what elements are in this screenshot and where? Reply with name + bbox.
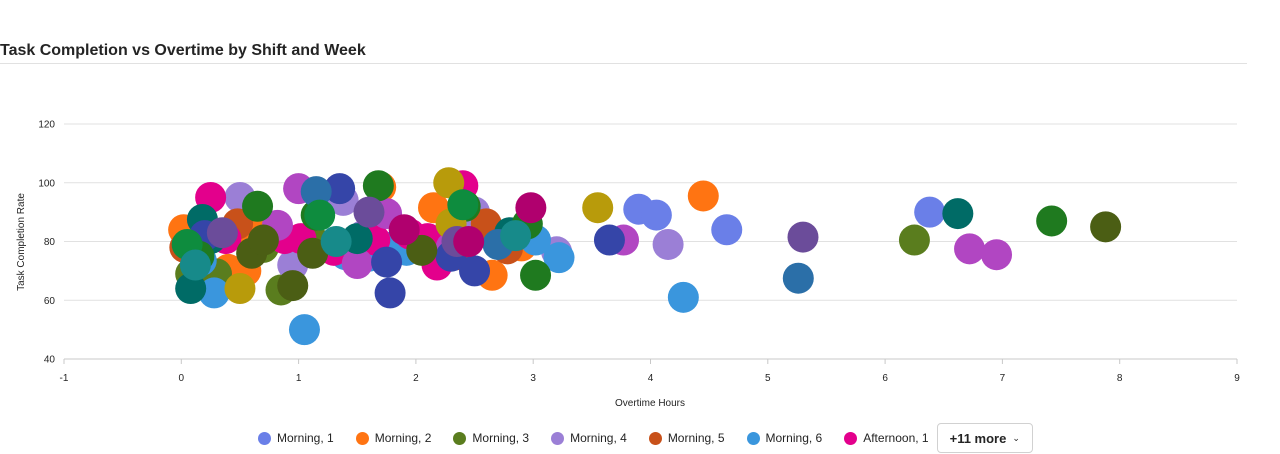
legend-more-label: +11 more [949, 430, 1007, 446]
x-axis-title: Overtime Hours [615, 398, 685, 409]
x-tick-label: 5 [765, 373, 771, 384]
y-tick-label: 80 [44, 237, 56, 248]
data-point[interactable] [640, 199, 672, 231]
data-point[interactable] [198, 277, 230, 309]
data-point[interactable] [711, 214, 743, 246]
y-tick-label: 100 [38, 178, 55, 189]
data-point[interactable] [1036, 205, 1068, 237]
x-tick-label: 3 [530, 373, 536, 384]
y-tick-label: 120 [38, 120, 55, 131]
data-point[interactable] [1090, 211, 1122, 243]
data-point[interactable] [324, 173, 356, 205]
data-point[interactable] [447, 189, 479, 221]
data-point[interactable] [459, 255, 491, 287]
x-tick-label: 4 [648, 373, 654, 384]
legend-item[interactable]: Afternoon, 1 [844, 431, 929, 445]
data-point[interactable] [543, 242, 575, 274]
legend-label: Afternoon, 1 [863, 431, 929, 445]
data-point[interactable] [247, 224, 279, 256]
data-point[interactable] [667, 281, 699, 313]
data-point[interactable] [175, 273, 207, 304]
x-axis-ticks: -1 0 1 2 3 4 5 6 7 8 9 [60, 359, 1240, 384]
legend-item[interactable]: Morning, 1 [258, 431, 334, 445]
legend-label: Morning, 4 [570, 431, 627, 445]
data-point[interactable] [320, 226, 352, 257]
legend-swatch [551, 431, 565, 445]
data-point[interactable] [297, 237, 329, 269]
legend-swatch [844, 431, 858, 445]
data-point[interactable] [277, 270, 309, 302]
data-point[interactable] [914, 196, 946, 228]
y-tick-label: 60 [44, 296, 56, 307]
data-point[interactable] [179, 249, 211, 281]
legend-item[interactable]: Morning, 4 [551, 431, 627, 445]
legend-item[interactable]: Morning, 6 [746, 431, 823, 445]
data-point[interactable] [453, 226, 485, 257]
chevron-down-icon: ⌄ [1012, 432, 1020, 443]
legend-more-button[interactable]: +11 more ⌄ [936, 423, 1033, 453]
data-point[interactable] [224, 273, 256, 304]
x-tick-label: 9 [1234, 373, 1240, 384]
x-tick-label: -1 [60, 373, 69, 384]
y-axis-ticks: 40 60 80 100 120 [38, 120, 55, 366]
data-point[interactable] [515, 192, 547, 224]
x-tick-label: 7 [1000, 373, 1006, 384]
legend: Morning, 1 Morning, 2 Morning, 3 Morning, 4… [258, 423, 1033, 453]
legend-label: Morning, 6 [765, 431, 823, 445]
data-point[interactable] [406, 234, 438, 266]
legend-swatch [355, 431, 369, 445]
legend-swatch [648, 431, 662, 445]
data-point[interactable] [593, 224, 625, 256]
data-point[interactable] [374, 277, 406, 309]
data-point[interactable] [652, 228, 684, 260]
data-points [168, 167, 1122, 346]
legend-swatch [746, 431, 760, 445]
legend-swatch [453, 431, 467, 445]
legend-label: Morning, 3 [472, 431, 530, 445]
legend-items: Morning, 1 Morning, 2 Morning, 3 Morning, 4… [258, 431, 951, 445]
data-point[interactable] [341, 248, 373, 280]
y-axis-title: Task Completion Rate [16, 193, 27, 291]
data-point[interactable] [353, 196, 385, 228]
legend-item[interactable]: Morning, 2 [355, 431, 432, 445]
data-point[interactable] [942, 198, 974, 230]
data-point[interactable] [954, 233, 986, 265]
data-point[interactable] [388, 214, 420, 246]
data-point[interactable] [981, 239, 1013, 271]
data-point[interactable] [300, 176, 332, 208]
data-point[interactable] [782, 262, 814, 294]
data-point[interactable] [371, 246, 403, 278]
chart-title: Task Completion vs Overtime by Shift and… [0, 42, 366, 59]
x-tick-label: 2 [413, 373, 419, 384]
data-point[interactable] [787, 221, 819, 253]
data-point[interactable] [433, 167, 465, 199]
data-point[interactable] [242, 190, 274, 222]
data-point[interactable] [304, 199, 336, 231]
data-point[interactable] [206, 217, 238, 249]
data-point[interactable] [500, 220, 532, 252]
legend-swatch [258, 431, 271, 445]
title-divider [0, 63, 1247, 64]
x-tick-label: 8 [1117, 373, 1123, 384]
legend-label: Morning, 5 [667, 431, 725, 445]
x-tick-label: 0 [179, 373, 185, 384]
x-tick-label: 1 [296, 373, 302, 384]
data-point[interactable] [898, 224, 930, 256]
data-point[interactable] [362, 170, 394, 202]
x-tick-label: 6 [882, 373, 888, 384]
legend-label: Morning, 1 [277, 431, 334, 445]
y-tick-label: 40 [44, 355, 56, 366]
data-point[interactable] [582, 192, 614, 224]
legend-item[interactable]: Morning, 3 [453, 431, 529, 445]
data-point[interactable] [687, 180, 719, 212]
legend-item[interactable]: Morning, 5 [648, 431, 725, 445]
data-point[interactable] [520, 259, 552, 291]
legend-label: Morning, 2 [374, 431, 432, 445]
data-point[interactable] [288, 314, 320, 346]
